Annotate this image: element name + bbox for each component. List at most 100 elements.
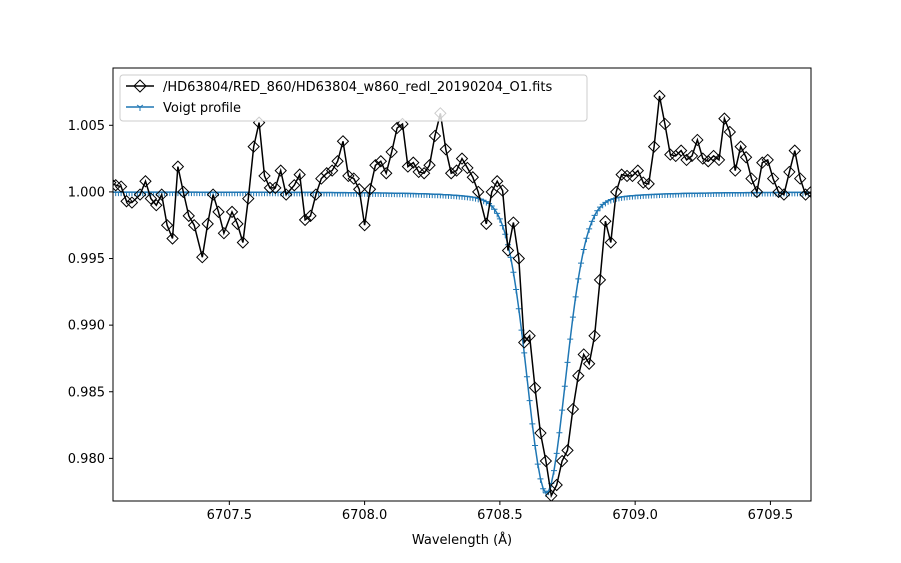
observed-point (182, 209, 195, 223)
observed-point (766, 172, 780, 185)
voigt-point (572, 296, 579, 301)
observed-point (298, 213, 312, 227)
observed-point (201, 217, 214, 231)
observed-point (518, 336, 531, 349)
observed-spectrum-line (113, 95, 811, 499)
observed-point (604, 236, 618, 249)
observed-point (139, 175, 152, 188)
observed-point (177, 185, 190, 199)
voigt-point (534, 463, 541, 469)
observed-point (555, 454, 569, 468)
observed-point (777, 188, 791, 201)
voigt-point (529, 423, 536, 428)
observed-point (304, 209, 317, 223)
voigt-point (559, 409, 566, 415)
observed-point (212, 205, 225, 219)
observed-point (723, 125, 737, 139)
observed-point (217, 226, 231, 240)
voigt-point (575, 278, 582, 283)
observed-point (739, 151, 753, 164)
observed-point (144, 192, 158, 205)
observed-point (631, 164, 645, 177)
observed-point (750, 185, 764, 199)
observed-point (160, 219, 174, 232)
plot-frame (112, 67, 812, 502)
observed-point (428, 129, 442, 143)
observed-point (466, 171, 480, 184)
observed-point (593, 273, 607, 287)
observed-point (113, 179, 117, 187)
observed-point (561, 444, 574, 457)
observed-point (155, 188, 168, 201)
plot-area (113, 68, 811, 501)
observed-point (512, 252, 526, 265)
observed-point (336, 135, 350, 148)
observed-point (712, 153, 726, 167)
observed-point (545, 489, 558, 501)
observed-point (423, 159, 436, 172)
observed-point (674, 144, 688, 157)
observed-point (258, 169, 271, 183)
voigt-point (540, 488, 547, 493)
observed-point (293, 168, 306, 181)
observed-point (528, 381, 542, 394)
observed-point (761, 153, 774, 167)
observed-point (269, 181, 282, 195)
voigt-point (569, 316, 576, 322)
observed-point (133, 188, 147, 201)
voigt-point (583, 237, 590, 243)
observed-point (363, 183, 377, 196)
observed-point (696, 152, 709, 165)
observed-spectrum-series (113, 89, 811, 501)
observed-point (501, 244, 515, 257)
observed-point (225, 205, 239, 219)
voigt-point (556, 432, 563, 437)
y-axis-ticks: 0.980 0.985 0.990 0.995 1.000 1.005 (68, 119, 113, 467)
voigt-point (507, 256, 514, 262)
observed-point (309, 188, 323, 201)
y-tick-label: 0.995 (68, 252, 105, 267)
observed-point (642, 177, 655, 191)
voigt-point (496, 218, 503, 223)
y-tick-label: 0.990 (68, 319, 105, 334)
y-tick-label: 0.980 (68, 452, 105, 467)
observed-point (390, 121, 404, 135)
observed-point (485, 185, 498, 199)
observed-point (231, 217, 244, 231)
y-tick-label: 0.985 (68, 385, 105, 400)
observed-point (734, 140, 747, 153)
observed-point (342, 169, 355, 183)
observed-point (166, 232, 179, 245)
voigt-point (550, 470, 557, 475)
observed-point (385, 145, 398, 159)
x-tick-label: 6708.5 (477, 508, 523, 523)
voigt-point (599, 203, 606, 209)
observed-point (396, 117, 409, 131)
voigt-point (537, 478, 544, 483)
voigt-point (553, 452, 560, 458)
observed-point (439, 143, 452, 156)
voigt-point (491, 208, 498, 214)
voigt-point (523, 376, 530, 381)
voigt-point (510, 271, 517, 277)
observed-point (707, 149, 720, 163)
observed-point (374, 155, 388, 168)
observed-point (799, 188, 811, 201)
observed-point (680, 153, 693, 167)
observed-point (242, 192, 255, 205)
voigt-point (532, 444, 539, 450)
observed-point (550, 478, 563, 492)
observed-point (401, 160, 415, 173)
voigt-point (521, 352, 528, 357)
observed-point (347, 172, 360, 185)
observed-point (793, 172, 807, 185)
observed-point (588, 329, 601, 343)
voigt-point (596, 206, 603, 212)
observed-point (539, 454, 553, 468)
voigt-profile-series (113, 191, 811, 497)
observed-point (496, 184, 509, 197)
observed-point (352, 183, 366, 196)
observed-point (444, 167, 458, 180)
observed-point (577, 348, 590, 361)
